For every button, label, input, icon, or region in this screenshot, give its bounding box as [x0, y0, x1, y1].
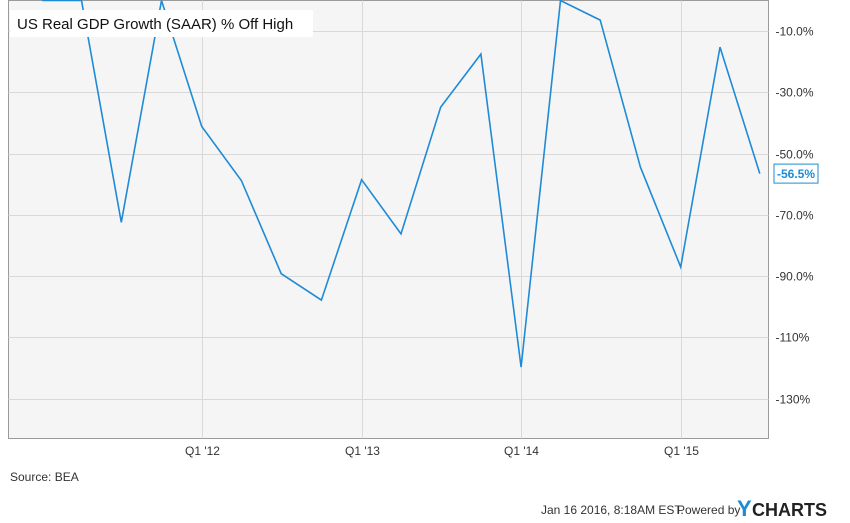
y-tick-label: -30.0%	[776, 86, 814, 100]
last-value-label: -56.5%	[777, 167, 815, 181]
x-tick-label: Q1 '15	[664, 444, 699, 458]
series-line	[42, 0, 761, 368]
last-value-marker: -56.5%	[773, 163, 819, 184]
y-tick-label: -90.0%	[776, 270, 814, 284]
tick-labels: -10.0% -30.0% -50.0% -70.0% -90.0% -110% -130%…	[185, 25, 814, 459]
y-tick-label: -110%	[776, 331, 810, 345]
ycharts-logo-text: CHARTS	[752, 500, 827, 520]
x-tick-label: Q1 '12	[185, 444, 220, 458]
y-tick-label: -10.0%	[776, 25, 814, 39]
plot-area	[8, 0, 769, 439]
x-tick-label: Q1 '13	[345, 444, 380, 458]
series-layer	[42, 0, 761, 368]
y-tick-label: -130%	[776, 393, 811, 407]
ycharts-logo-y: Y	[737, 496, 752, 521]
y-tick-label: -70.0%	[776, 209, 814, 223]
y-tick-label: -50.0%	[776, 148, 814, 162]
title-background	[10, 10, 313, 37]
chart-title: US Real GDP Growth (SAAR) % Off High	[17, 16, 293, 33]
x-tick-label: Q1 '14	[504, 444, 539, 458]
footer-timestamp: Jan 16 2016, 8:18AM EST.	[541, 503, 684, 517]
last-value-box	[773, 163, 819, 184]
footer-powered-by: Powered by	[677, 503, 740, 517]
source-note: Source: BEA	[10, 470, 79, 484]
